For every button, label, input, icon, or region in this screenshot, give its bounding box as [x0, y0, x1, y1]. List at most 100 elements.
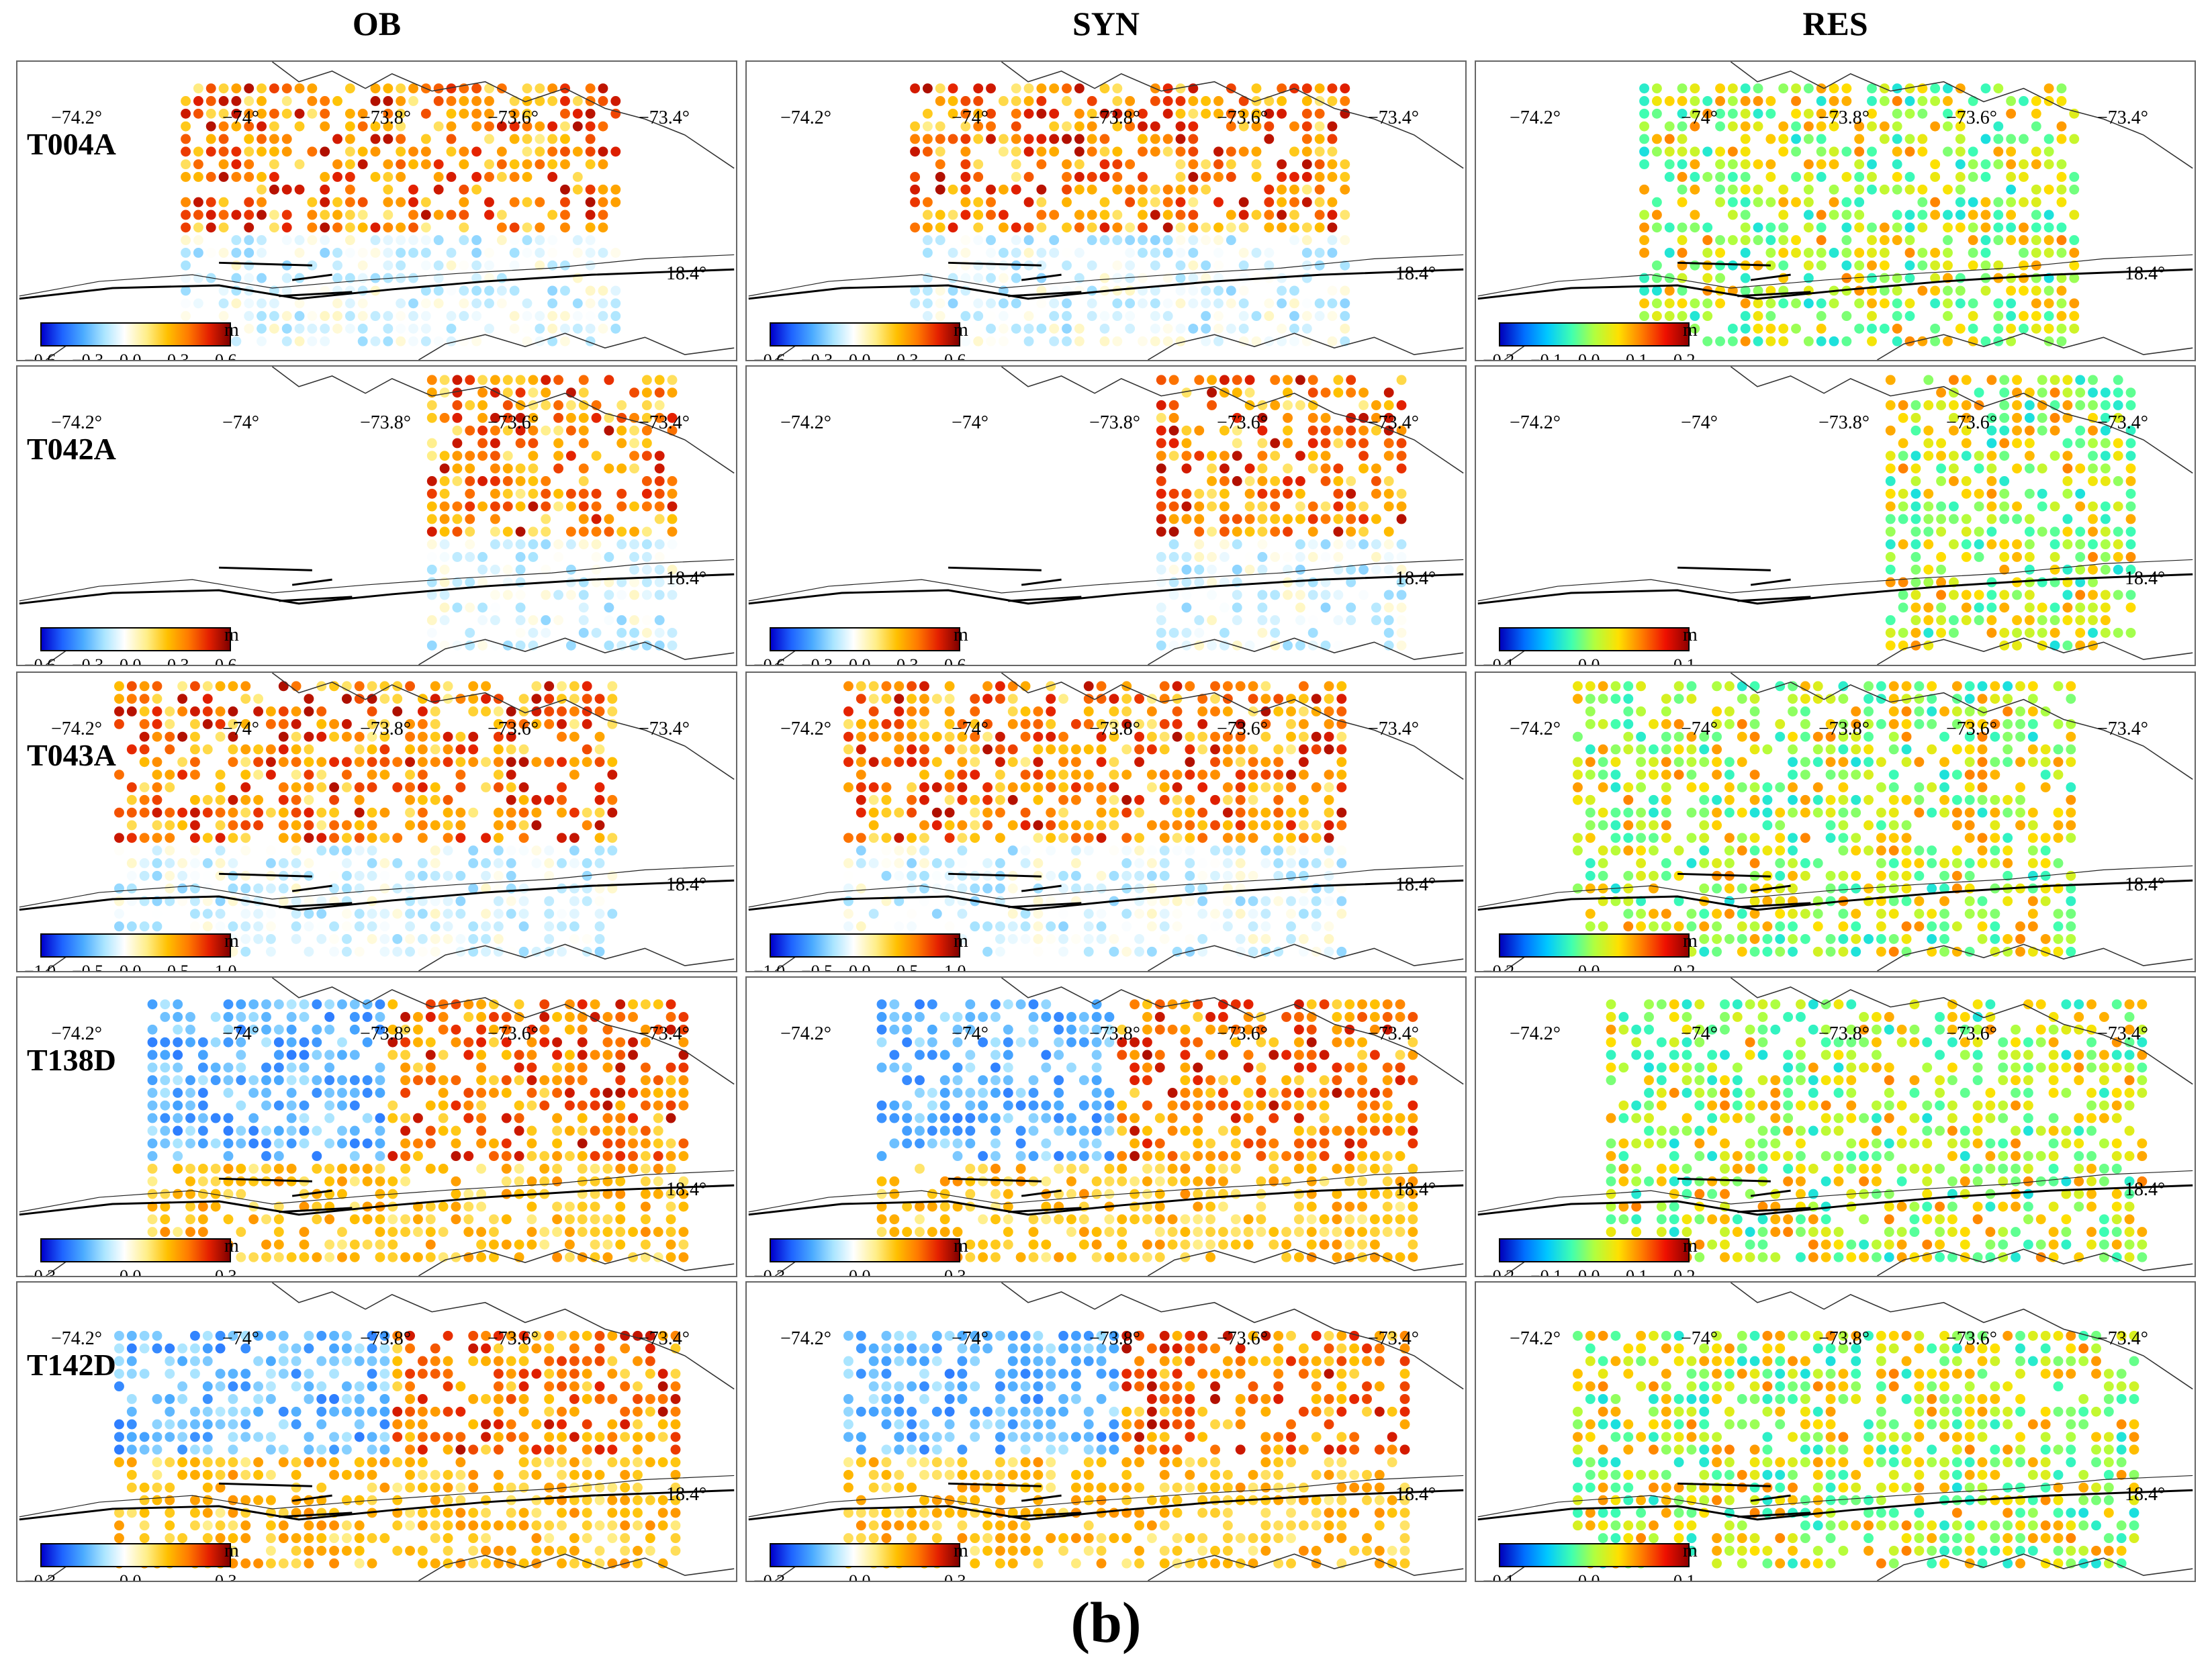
displacement-point	[1238, 311, 1249, 322]
displacement-point	[610, 298, 621, 309]
displacement-point	[1999, 375, 2010, 385]
displacement-point	[2069, 184, 2080, 195]
displacement-point	[357, 323, 368, 334]
displacement-point	[1320, 501, 1331, 512]
displacement-point	[1885, 640, 1896, 651]
displacement-point	[1876, 870, 1886, 881]
displacement-point	[344, 108, 355, 119]
displacement-point	[569, 933, 580, 944]
displacement-point	[1049, 248, 1060, 258]
displacement-point	[468, 933, 479, 944]
displacement-point	[998, 260, 1009, 271]
displacement-point	[1270, 488, 1281, 499]
displacement-point	[1974, 451, 1984, 461]
longitude-label: −73.8°	[1818, 719, 1870, 739]
displacement-point	[578, 602, 589, 613]
displacement-point	[544, 681, 555, 692]
displacement-point	[1207, 501, 1217, 512]
displacement-point	[1197, 896, 1208, 907]
displacement-point	[147, 999, 158, 1010]
displacement-point	[564, 1012, 575, 1022]
displacement-point	[396, 159, 406, 170]
displacement-point	[160, 1075, 171, 1086]
displacement-point	[1690, 83, 1700, 94]
displacement-point	[922, 311, 933, 322]
displacement-point	[528, 627, 539, 638]
displacement-point	[585, 311, 596, 322]
displacement-point	[341, 946, 352, 957]
displacement-point	[1986, 476, 1997, 486]
displacement-point	[1260, 858, 1271, 868]
displacement-point	[1020, 909, 1031, 919]
displacement-point	[2075, 488, 2086, 499]
colorbar-unit: m	[1683, 320, 1698, 340]
displacement-point	[383, 323, 394, 334]
displacement-point	[1943, 298, 1953, 309]
displacement-point	[522, 146, 533, 157]
displacement-point	[1096, 681, 1107, 692]
displacement-point	[1977, 770, 1988, 780]
displacement-point	[459, 235, 469, 246]
displacement-point	[181, 197, 191, 207]
displacement-point	[2040, 744, 2051, 755]
displacement-point	[1930, 260, 1941, 271]
displacement-point	[165, 820, 175, 831]
displacement-point	[594, 845, 605, 856]
displacement-point	[2049, 602, 2060, 613]
displacement-point	[1974, 615, 1984, 626]
displacement-point	[291, 909, 302, 919]
displacement-point	[2088, 400, 2098, 410]
displacement-point	[1150, 336, 1160, 346]
displacement-point	[1277, 210, 1287, 220]
displacement-point	[2053, 833, 2064, 843]
displacement-point	[1226, 298, 1236, 309]
displacement-point	[312, 1037, 322, 1048]
displacement-point	[1930, 159, 1941, 170]
displacement-point	[1610, 744, 1621, 755]
displacement-point	[2012, 425, 2022, 436]
displacement-point	[2006, 311, 2017, 322]
colorbar-tick: −0.3	[72, 351, 104, 361]
longitude-label: −73.6°	[488, 719, 539, 739]
displacement-point	[465, 627, 475, 638]
fault-segments	[219, 261, 353, 297]
displacement-point	[1175, 298, 1186, 309]
displacement-point	[1892, 134, 1902, 144]
displacement-point	[1904, 83, 1915, 94]
displacement-point	[1762, 820, 1773, 831]
displacement-point	[1232, 451, 1242, 461]
displacement-point	[1927, 921, 1937, 932]
displacement-point	[1181, 552, 1192, 562]
displacement-point	[1724, 770, 1735, 780]
displacement-point	[585, 323, 596, 334]
displacement-point	[1138, 146, 1148, 157]
displacement-point	[594, 706, 605, 716]
displacement-point	[383, 134, 394, 144]
displacement-point	[582, 757, 592, 768]
displacement-point	[114, 770, 124, 780]
displacement-point	[1980, 210, 1991, 220]
displacement-point	[1273, 706, 1284, 716]
displacement-point	[430, 946, 441, 957]
displacement-point	[488, 1088, 499, 1098]
displacement-point	[1677, 108, 1688, 119]
displacement-point	[1346, 387, 1356, 398]
displacement-point	[1661, 757, 1671, 768]
displacement-point	[1765, 311, 1776, 322]
displacement-point	[1727, 121, 1738, 132]
displacement-point	[261, 1062, 271, 1073]
displacement-point	[1311, 858, 1322, 868]
displacement-point	[1162, 197, 1173, 207]
displacement-point	[2075, 539, 2086, 550]
displacement-point	[1083, 719, 1094, 729]
displacement-point	[304, 820, 314, 831]
displacement-point	[1664, 222, 1675, 233]
displacement-point	[1036, 184, 1047, 195]
displacement-point	[1610, 694, 1621, 704]
displacement-point	[139, 706, 150, 716]
displacement-point	[316, 681, 327, 692]
displacement-point	[265, 744, 276, 755]
displacement-point	[1664, 311, 1675, 322]
displacement-point	[1753, 298, 1763, 309]
displacement-point	[1968, 260, 1978, 271]
